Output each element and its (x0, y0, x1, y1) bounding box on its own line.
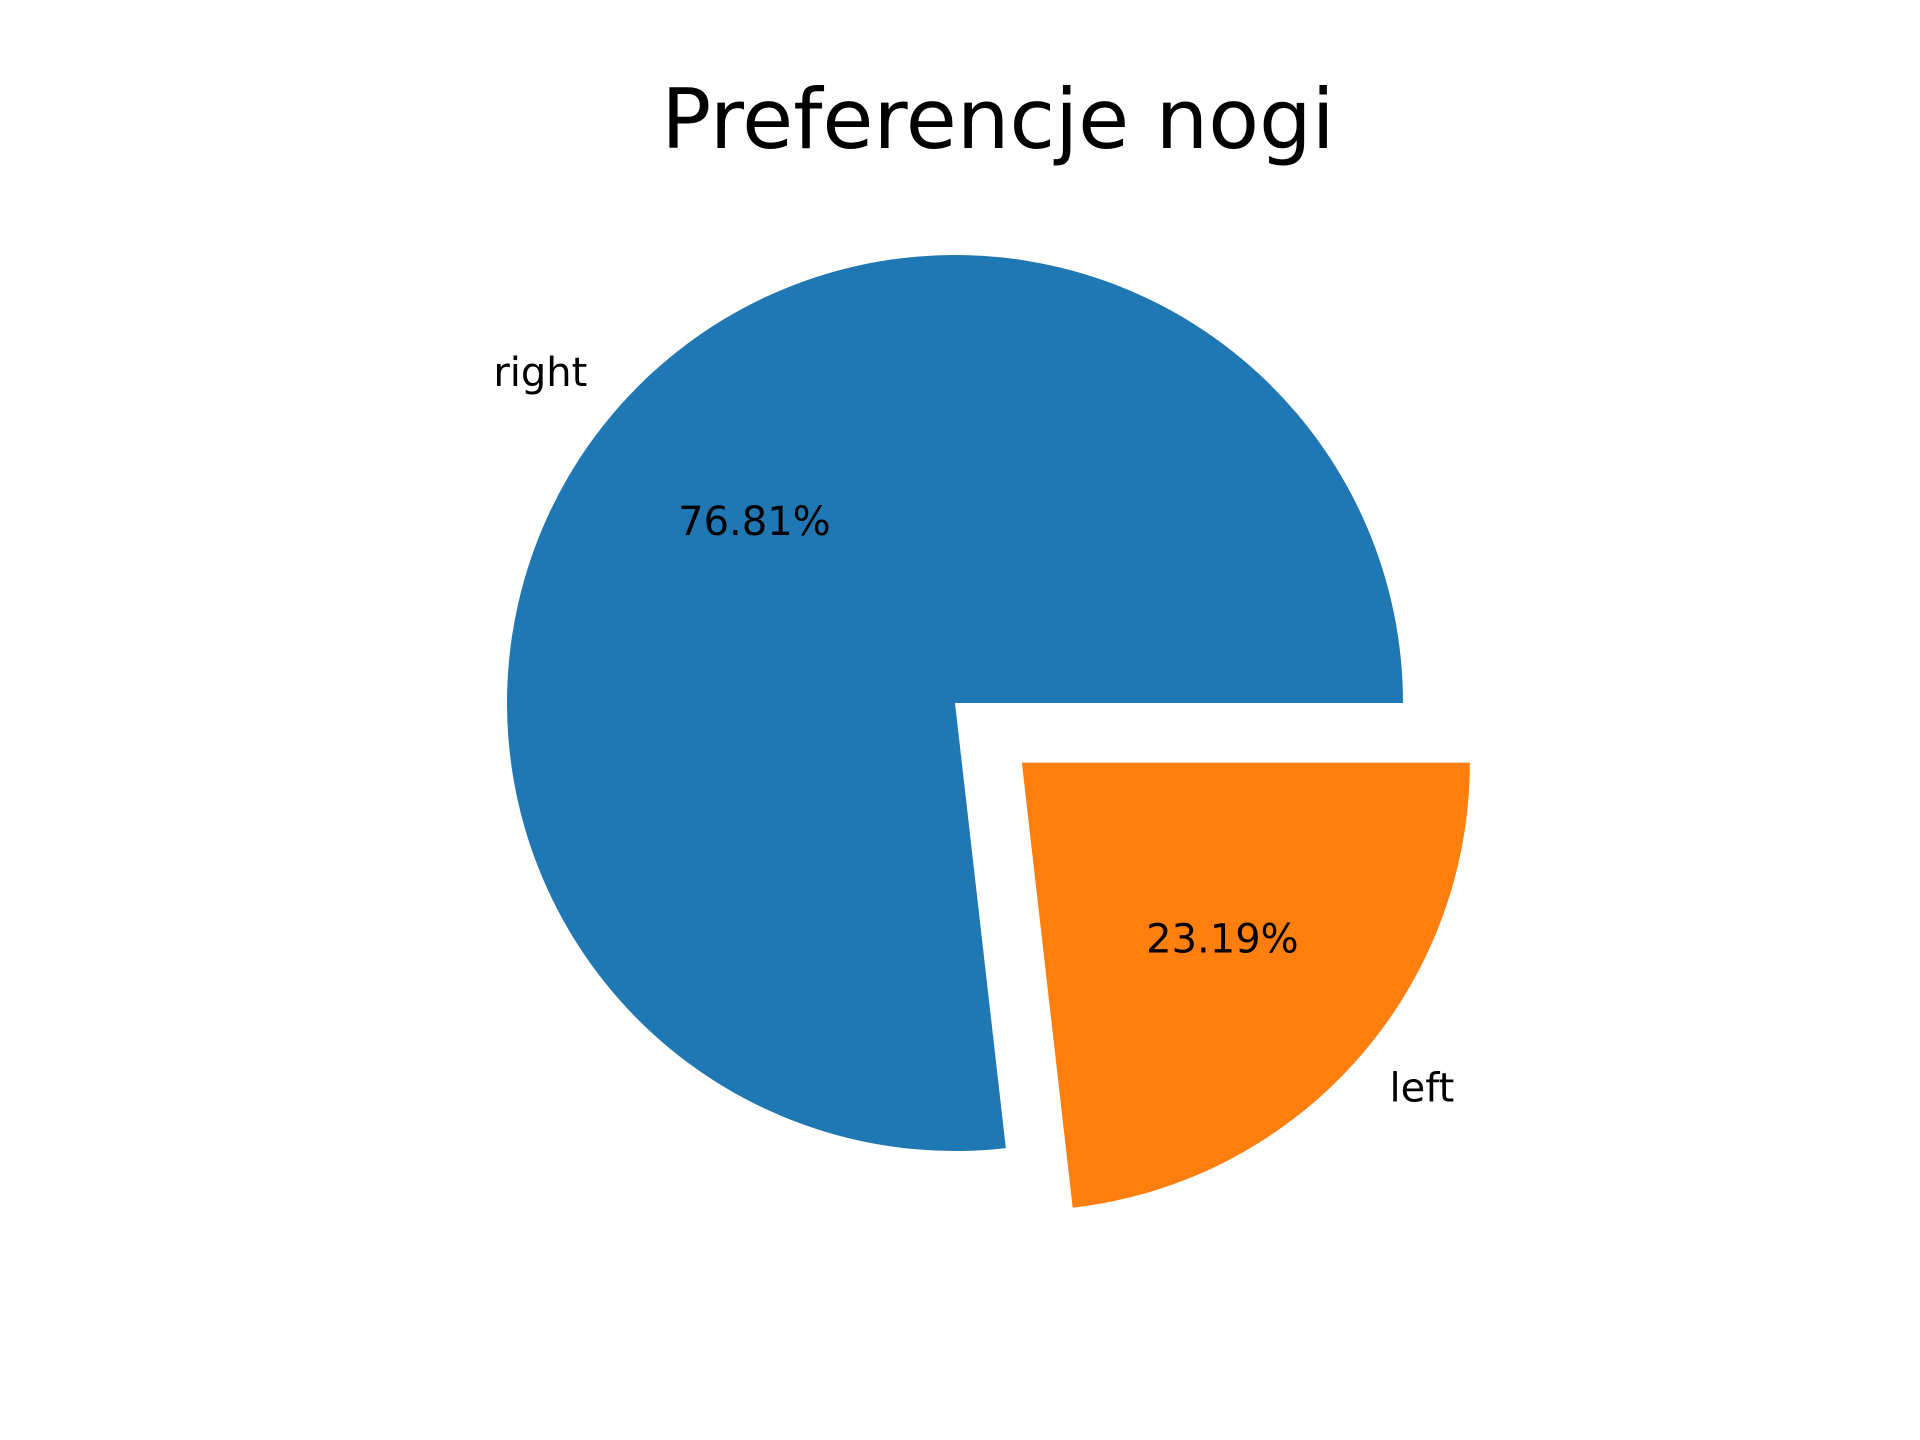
slice-label-left: left (1390, 1066, 1455, 1112)
pie-slice-left (1021, 762, 1470, 1208)
slices-layer (507, 254, 1470, 1208)
pct-label-left: 23.19% (1146, 917, 1299, 963)
pie-slice-right (507, 254, 1403, 1151)
pct-label-right: 76.81% (678, 499, 831, 545)
slice-label-right: right (493, 350, 587, 396)
labels-layer: right 76.81% left 23.19% (493, 350, 1454, 1112)
chart-title: Preferencje nogi (661, 71, 1334, 168)
